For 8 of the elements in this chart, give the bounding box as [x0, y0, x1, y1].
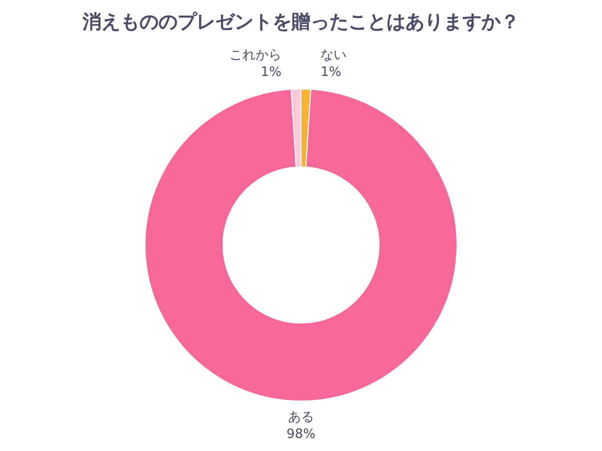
slice-label: ある: [288, 410, 314, 425]
data-label: 1%: [260, 65, 282, 80]
data-label: 98%: [286, 427, 316, 442]
data-label: 1%: [320, 65, 342, 80]
slice-label: これから: [229, 48, 282, 64]
slice-label: ない: [320, 48, 347, 64]
donut-slice: [144, 88, 458, 402]
chart-title: 消えもののプレゼントを贈ったことはありますか？: [82, 11, 520, 33]
